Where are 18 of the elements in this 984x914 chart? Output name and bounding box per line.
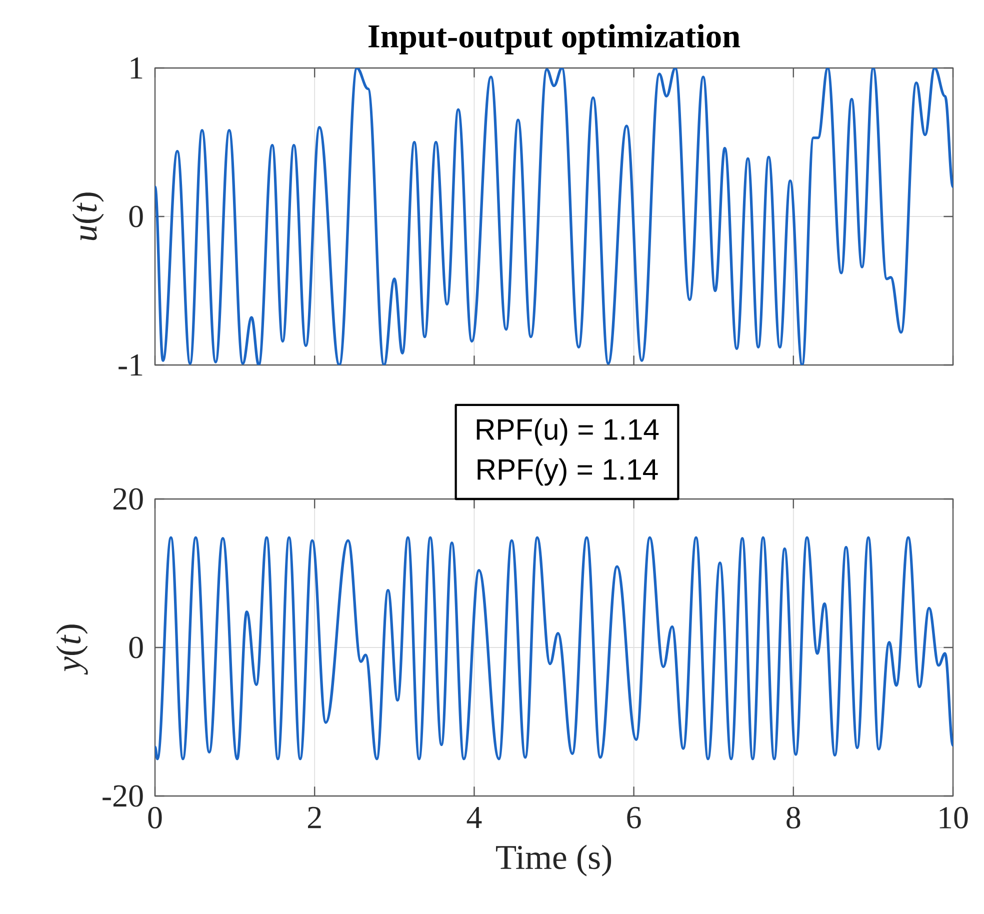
x-tick-label: 4 <box>466 806 482 828</box>
y-tick-label: 20 <box>113 488 143 510</box>
y-tick-label: -20 <box>102 785 143 807</box>
y-axis-title: u(t) <box>72 192 104 240</box>
x-tick-label: 2 <box>308 806 321 828</box>
x-tick-label: 6 <box>627 806 641 828</box>
y-axis-title: y(t) <box>56 624 88 675</box>
y-tick-label: 1 <box>130 57 142 79</box>
text: RPF(u) = 1.14 <box>476 418 659 446</box>
y-tick-label: 0 <box>129 636 143 658</box>
text: RPF(y) = 1.14 <box>478 458 658 486</box>
x-tick-label: 0 <box>148 806 162 829</box>
x-tick-label: 8 <box>786 806 800 829</box>
x-tick-label: 10 <box>940 806 968 829</box>
x-axis-title: Time (s) <box>496 844 612 876</box>
chart-title: Input-output optimization <box>368 24 740 54</box>
y-tick-label: -1 <box>118 354 142 376</box>
y-tick-label: 0 <box>129 206 143 228</box>
